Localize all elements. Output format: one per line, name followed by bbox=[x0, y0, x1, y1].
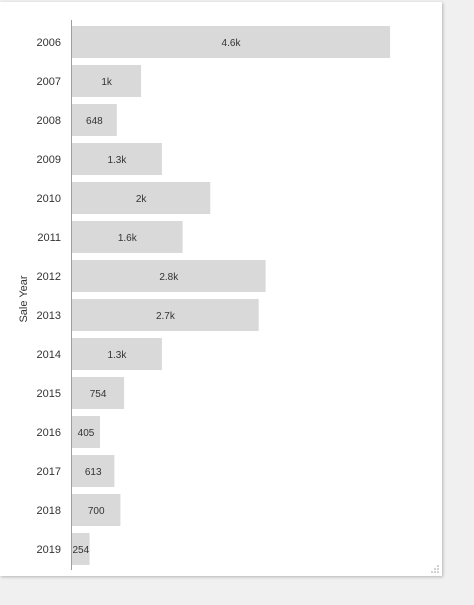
y-tick-label: 2018 bbox=[37, 505, 61, 517]
y-tick-label: 2016 bbox=[37, 427, 61, 439]
y-tick-label: 2011 bbox=[37, 232, 61, 244]
bar-2010[interactable] bbox=[72, 182, 211, 214]
bar-2017[interactable] bbox=[72, 455, 115, 487]
resize-handle-icon[interactable] bbox=[430, 564, 440, 574]
y-tick-label: 2017 bbox=[37, 466, 61, 478]
bar-value-label: 754 bbox=[90, 389, 107, 400]
bar-value-label: 1.6k bbox=[118, 233, 138, 244]
bar-2015[interactable] bbox=[72, 377, 125, 409]
bar-value-label: 648 bbox=[86, 116, 103, 127]
bar-2018[interactable] bbox=[72, 494, 121, 526]
bar-2006[interactable] bbox=[72, 26, 391, 58]
y-tick-label: 2012 bbox=[37, 271, 61, 283]
bar-2007[interactable] bbox=[72, 65, 142, 97]
bar-2008[interactable] bbox=[72, 104, 117, 136]
y-tick-labels: 2006 2007 2008 2009 2010 2011 2012 2013 2014 2015… bbox=[37, 37, 61, 556]
y-axis-title: Sale Year bbox=[18, 275, 30, 322]
y-tick-label: 2009 bbox=[37, 154, 61, 166]
bar-value-label: 2.7k bbox=[156, 311, 176, 322]
y-tick-label: 2015 bbox=[37, 388, 61, 400]
bar-2013[interactable] bbox=[72, 299, 259, 331]
bar-value-label: 1.3k bbox=[107, 155, 127, 166]
bar-2019[interactable] bbox=[72, 533, 90, 565]
bar-value-label: 1.3k bbox=[107, 350, 127, 361]
chart-panel: 4.6k 1k 648 1.3k 2k 1.6k 2.8k 2.7k 1.3k 754 405 613… bbox=[0, 2, 442, 576]
y-tick-label: 2014 bbox=[37, 349, 61, 361]
bar-value-label: 2.8k bbox=[159, 272, 179, 283]
y-tick-label: 2013 bbox=[37, 310, 61, 322]
y-tick-label: 2006 bbox=[37, 37, 61, 49]
bar-2014[interactable] bbox=[72, 338, 162, 370]
bar-value-label: 613 bbox=[85, 467, 102, 478]
bar-value-label: 700 bbox=[88, 506, 105, 517]
bar-value-label: 405 bbox=[78, 428, 95, 439]
bar-2012[interactable] bbox=[72, 260, 266, 292]
bar-chart: 4.6k 1k 648 1.3k 2k 1.6k 2.8k 2.7k 1.3k 754 405 613… bbox=[18, 20, 391, 570]
y-tick-label: 2008 bbox=[37, 115, 61, 127]
bar-value-label: 4.6k bbox=[222, 38, 242, 49]
bar-value-label: 2k bbox=[136, 194, 148, 205]
bar-2009[interactable] bbox=[72, 143, 162, 175]
bars-layer: 4.6k 1k 648 1.3k 2k 1.6k 2.8k 2.7k 1.3k 754 405 613… bbox=[72, 26, 391, 565]
bar-2016[interactable] bbox=[72, 416, 100, 448]
y-tick-label: 2007 bbox=[37, 76, 61, 88]
bar-value-label: 254 bbox=[72, 545, 89, 556]
bar-value-label: 1k bbox=[101, 77, 113, 88]
y-tick-label: 2019 bbox=[37, 544, 61, 556]
y-tick-label: 2010 bbox=[37, 193, 61, 205]
bar-2011[interactable] bbox=[72, 221, 183, 253]
